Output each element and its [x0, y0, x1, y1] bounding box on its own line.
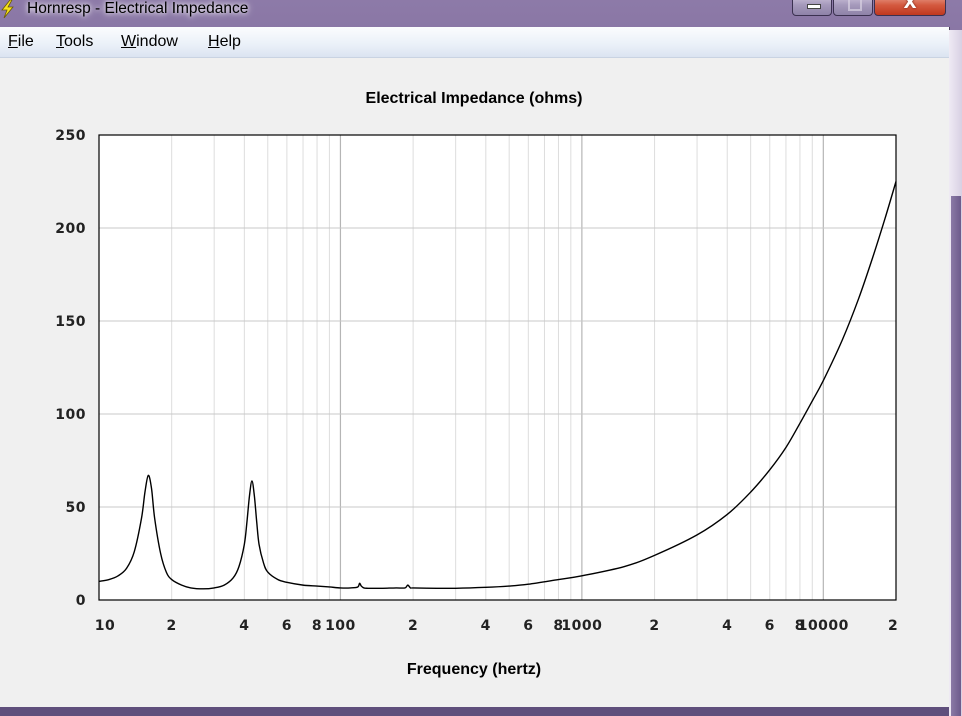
- y-tick-label: 0: [76, 593, 86, 609]
- menu-bar: File Tools Window Help: [0, 27, 949, 58]
- close-icon: X: [903, 0, 917, 13]
- x-tick-label: 6: [282, 618, 292, 634]
- x-tick-label: 100: [325, 618, 356, 634]
- menu-file[interactable]: File: [8, 33, 34, 50]
- window-title: Hornresp - Electrical Impedance: [27, 0, 249, 17]
- maximize-icon: [834, 0, 872, 15]
- menu-help[interactable]: Help: [208, 33, 241, 50]
- border-highlight: [951, 196, 961, 716]
- lightning-bolt-icon: [1, 0, 14, 18]
- y-tick-label: 50: [66, 500, 86, 516]
- plot-area: [99, 135, 896, 600]
- x-tick-label: 4: [239, 618, 249, 634]
- menu-tools[interactable]: Tools: [56, 33, 94, 50]
- minimize-button[interactable]: [792, 0, 832, 16]
- close-button[interactable]: X: [874, 0, 946, 16]
- x-tick-label: 10000: [798, 618, 849, 634]
- x-tick-label: 4: [722, 618, 732, 634]
- impedance-series-line: [98, 181, 897, 590]
- x-tick-label: 8: [553, 618, 563, 634]
- x-axis-label: Frequency (hertz): [407, 661, 541, 678]
- y-tick-label: 100: [55, 407, 86, 423]
- y-axis-ticks: 0 50 100 150 200 250: [55, 128, 86, 609]
- y-tick-label: 250: [55, 128, 86, 144]
- x-tick-label: 2: [408, 618, 418, 634]
- x-tick-label: 2: [888, 618, 898, 634]
- y-tick-label: 150: [55, 314, 86, 330]
- x-tick-label: 2: [649, 618, 659, 634]
- grid-lines: [99, 135, 896, 600]
- window-right-border: [949, 30, 962, 716]
- x-tick-label: 6: [765, 618, 775, 634]
- maximize-button[interactable]: [833, 0, 873, 16]
- y-tick-label: 200: [55, 221, 86, 237]
- title-bar[interactable]: Hornresp - Electrical Impedance X: [0, 0, 962, 26]
- x-tick-label: 6: [523, 618, 533, 634]
- minimize-icon: [793, 0, 831, 15]
- x-tick-label: 8: [312, 618, 322, 634]
- x-tick-label: 4: [481, 618, 491, 634]
- x-tick-label: 10: [95, 618, 115, 634]
- plot-border: [98, 134, 897, 601]
- chart-title: Electrical Impedance (ohms): [366, 90, 583, 107]
- x-tick-label: 1000: [561, 618, 602, 634]
- x-tick-label: 2: [167, 618, 177, 634]
- menu-window[interactable]: Window: [121, 33, 178, 50]
- x-tick-label: 8: [795, 618, 805, 634]
